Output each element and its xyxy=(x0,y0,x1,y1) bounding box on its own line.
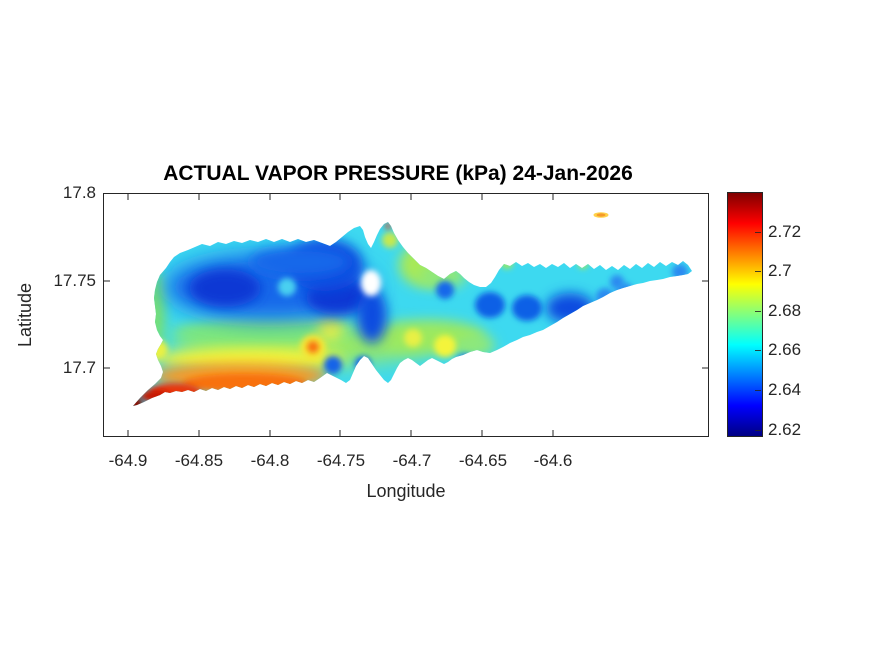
island-contour-fill xyxy=(133,222,692,406)
colorbar-tick xyxy=(755,390,761,391)
colorbar-tick-label: 2.66 xyxy=(768,340,802,359)
colorbar-tick xyxy=(755,350,761,351)
y-tick-label: 17.8 xyxy=(62,183,96,202)
x-tick-label: -64.7 xyxy=(392,451,432,470)
x-tick-label: -64.8 xyxy=(250,451,290,470)
x-tick-label: -64.65 xyxy=(458,451,508,470)
detached-contour-speck xyxy=(593,212,609,218)
x-tick-label: -64.75 xyxy=(316,451,366,470)
axis-ticks xyxy=(104,194,708,436)
colorbar-tick-label: 2.7 xyxy=(768,261,792,280)
page-title: ACTUAL VAPOR PRESSURE (kPa) 24-Jan-2026 xyxy=(163,162,633,185)
colorbar-tick-label: 2.68 xyxy=(768,301,802,320)
colorbar-tick xyxy=(755,430,761,431)
colorbar-tick xyxy=(755,271,761,272)
y-tick-label: 17.7 xyxy=(62,358,96,377)
colorbar-tick-label: 2.62 xyxy=(768,420,802,439)
contour-map-svg xyxy=(104,194,708,436)
plot-area xyxy=(103,193,709,437)
colorbar xyxy=(727,192,763,437)
colorbar-tick-label: 2.72 xyxy=(768,222,802,241)
y-tick-label: 17.75 xyxy=(53,271,96,290)
colorbar-tick xyxy=(755,311,761,312)
x-tick-label: -64.85 xyxy=(174,451,224,470)
y-axis-label: Latitude xyxy=(15,282,35,348)
x-tick-label: -64.6 xyxy=(533,451,573,470)
colorbar-tick-label: 2.64 xyxy=(768,380,802,399)
x-axis-label: Longitude xyxy=(366,481,446,501)
colorbar-tick xyxy=(755,232,761,233)
x-tick-label: -64.9 xyxy=(108,451,148,470)
